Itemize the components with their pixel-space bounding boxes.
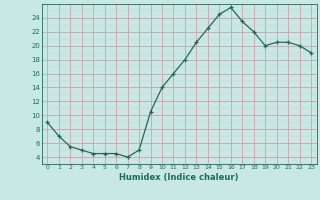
X-axis label: Humidex (Indice chaleur): Humidex (Indice chaleur) — [119, 173, 239, 182]
